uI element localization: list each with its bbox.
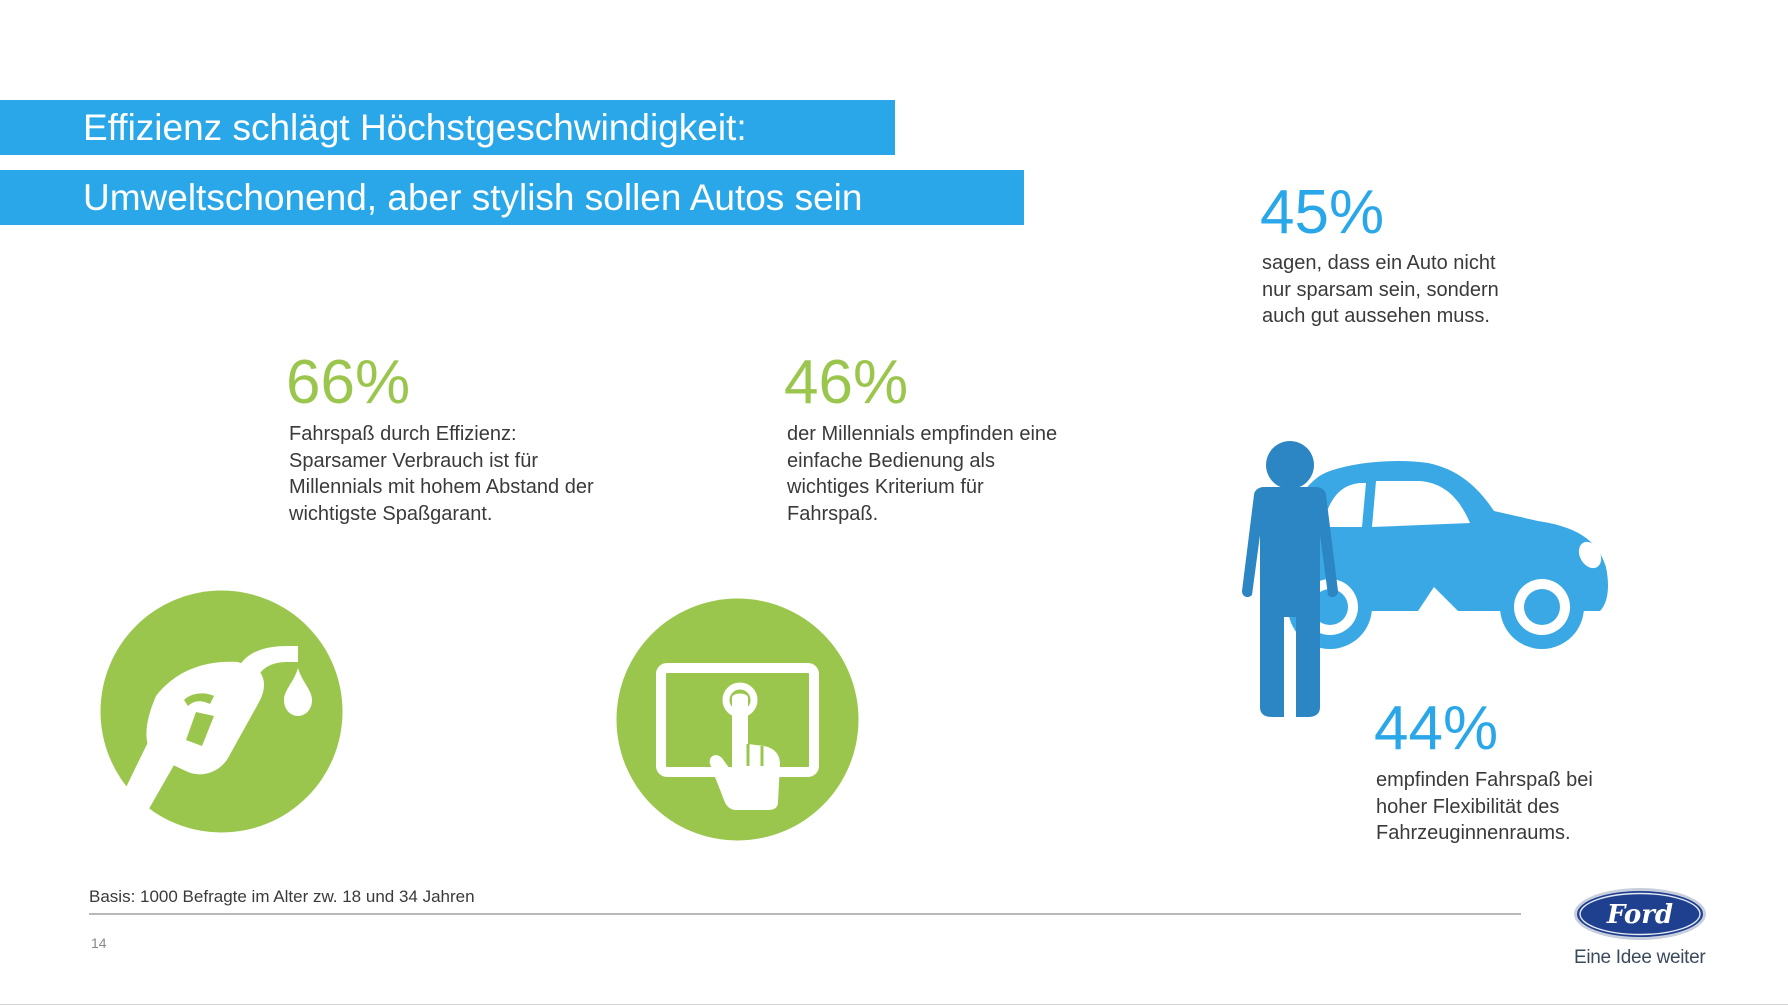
stat-46-line-1: der Millennials empfinden eine	[787, 423, 1058, 445]
stat-44-line-2: hoher Flexibilität des	[1376, 795, 1560, 818]
stat-66-line-3: Millennials mit hohem Abstand der	[289, 476, 594, 498]
page-bottom-rule	[0, 1004, 1788, 1005]
stat-46-line-3: wichtiges Kriterium für	[787, 476, 984, 498]
title-line-2: Umweltschonend, aber stylish sollen Auto…	[83, 177, 863, 218]
stat-44-description: empfinden Fahrspaß bei hoher Flexibilitä…	[1376, 767, 1593, 847]
stat-46-description: der Millennials empfinden eine einfache …	[787, 421, 1057, 527]
stat-45-line-1: sagen, dass ein Auto nicht	[1262, 252, 1496, 274]
stat-45-description: sagen, dass ein Auto nicht nur sparsam s…	[1262, 250, 1499, 330]
footer-divider	[89, 913, 1521, 915]
stat-45-line-2: nur sparsam sein, sondern	[1262, 278, 1499, 301]
stat-66-line-2: Sparsamer Verbrauch ist für	[289, 449, 538, 472]
stat-45-value: 45%	[1260, 178, 1385, 247]
page-number: 14	[91, 935, 107, 951]
stat-66-line-4: wichtigste Spaßgarant.	[289, 502, 493, 525]
basis-footnote: Basis: 1000 Befragte im Alter zw. 18 und…	[89, 887, 475, 906]
ford-logo-text: Ford	[1606, 900, 1673, 930]
tablet-touch-icon	[616, 598, 859, 841]
stat-45-line-3: auch gut aussehen muss.	[1262, 305, 1490, 327]
person-car-icon	[1242, 441, 1608, 717]
stat-46-line-4: Fahrspaß.	[787, 502, 879, 525]
title-banner-2: Umweltschonend, aber stylish sollen Auto…	[0, 170, 1024, 225]
fuel-nozzle-icon	[100, 590, 343, 833]
stat-66-line-1: Fahrspaß durch Effizienz:	[289, 423, 517, 445]
stat-46-line-2: einfache Bedienung als	[787, 449, 995, 472]
stat-44-value: 44%	[1374, 694, 1499, 763]
ford-logo: Ford	[1574, 888, 1706, 940]
stat-44-line-1: empfinden Fahrspaß bei	[1376, 769, 1593, 791]
stat-46-value: 46%	[784, 348, 909, 417]
stat-66-description: Fahrspaß durch Effizienz: Sparsamer Verb…	[289, 421, 594, 527]
ford-tagline: Eine Idee weiter	[1574, 947, 1706, 968]
stat-66-value: 66%	[286, 348, 411, 417]
stat-44-line-3: Fahrzeuginnenraums.	[1376, 822, 1571, 844]
title-line-1: Effizienz schlägt Höchstgeschwindigkeit:	[83, 107, 747, 148]
title-banner-1: Effizienz schlägt Höchstgeschwindigkeit:	[0, 100, 895, 155]
